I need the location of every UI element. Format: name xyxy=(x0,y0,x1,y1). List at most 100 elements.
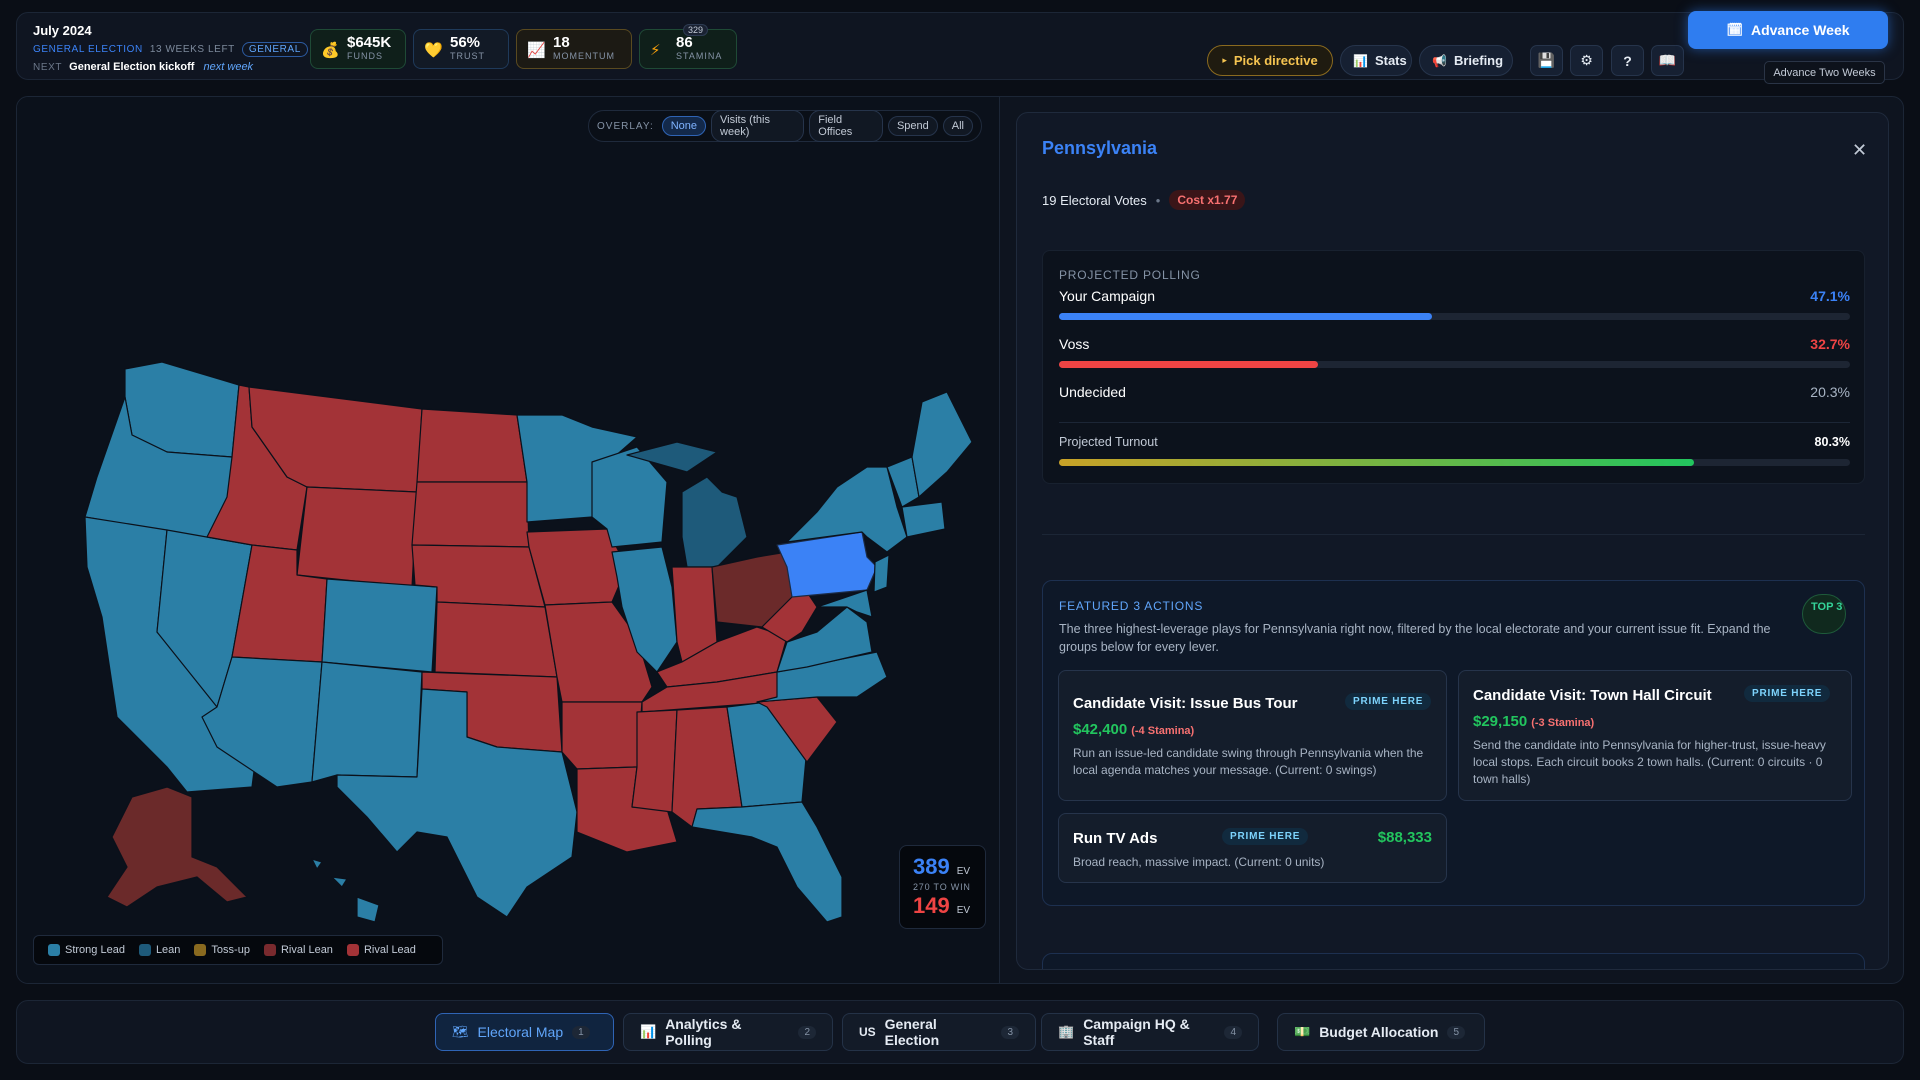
lightning-icon: ⚡ xyxy=(650,42,661,59)
save-button[interactable]: 💾 xyxy=(1530,45,1563,76)
turnout-bar xyxy=(1059,459,1850,466)
featured-title: FEATURED 3 ACTIONS xyxy=(1059,599,1204,613)
briefing-label: Briefing xyxy=(1453,53,1504,68)
top-3-badge: TOP 3 xyxy=(1802,594,1846,634)
momentum-stat: 📈 18 MOMENTUM xyxy=(516,29,632,69)
tab-electoral-map[interactable]: 🗺 Electoral Map 1 xyxy=(435,1013,614,1051)
stamina-stat: ⚡ 329 86 STAMINA xyxy=(639,24,737,69)
state-nj[interactable] xyxy=(873,554,890,593)
overlay-field-offices[interactable]: Field Offices xyxy=(809,110,883,142)
us-electoral-map xyxy=(84,361,973,923)
overlay-visits[interactable]: Visits (this week) xyxy=(711,110,805,142)
main-panel: OVERLAY: None Visits (this week) Field O… xyxy=(16,96,1904,984)
advance-week-button[interactable]: 🗓 Advance Week xyxy=(1688,11,1888,49)
trust-value: 56% xyxy=(450,34,481,51)
state-pa[interactable] xyxy=(776,531,878,598)
next-label: NEXT xyxy=(33,62,63,73)
advance-two-weeks-button[interactable]: Advance Two Weeks xyxy=(1764,61,1885,84)
pick-directive-label: Pick directive xyxy=(1233,53,1318,68)
state-ma-ct-ri[interactable] xyxy=(901,501,946,538)
poll-bar-your-campaign xyxy=(1059,313,1850,320)
tab-shortcut: 2 xyxy=(798,1025,816,1039)
current-date: July 2024 xyxy=(33,23,92,38)
tab-analytics-polling[interactable]: 📊 Analytics & Polling 2 xyxy=(623,1013,833,1051)
action-description: Run an issue-led candidate swing through… xyxy=(1073,746,1424,777)
state-md[interactable] xyxy=(816,589,873,618)
stats-label: Stats xyxy=(1374,53,1407,68)
legend-strong-lead: Strong Lead xyxy=(48,944,125,956)
featured-actions: FEATURED 3 ACTIONS The three highest-lev… xyxy=(1042,580,1865,906)
turnout-divider xyxy=(1059,422,1850,423)
world-map-icon: 🗺 xyxy=(452,1024,469,1039)
trust-stat: 💛 56% TRUST xyxy=(413,29,509,69)
briefing-button[interactable]: 📢 Briefing xyxy=(1419,45,1513,76)
close-icon[interactable]: ✕ xyxy=(1852,140,1868,160)
state-wy[interactable] xyxy=(296,486,418,588)
action-description: Broad reach, massive impact. (Current: 0… xyxy=(1073,855,1325,869)
bottom-nav: 🗺 Electoral Map 1 📊 Analytics & Polling … xyxy=(16,1000,1904,1064)
state-fl[interactable] xyxy=(691,801,843,923)
map-area: OVERLAY: None Visits (this week) Field O… xyxy=(17,97,1000,983)
momentum-label: MOMENTUM xyxy=(553,51,615,61)
megaphone-icon: 📢 xyxy=(1432,53,1447,68)
stamina-badge: 329 xyxy=(683,24,709,36)
dollar-bill-icon: 💵 xyxy=(1294,1024,1311,1039)
overlay-spend[interactable]: Spend xyxy=(887,116,938,136)
state-ks[interactable] xyxy=(434,601,558,678)
momentum-value: 18 xyxy=(553,34,570,51)
state-hi[interactable] xyxy=(311,858,380,923)
legend-rival-lean: Rival Lean xyxy=(263,944,333,956)
pick-directive-button[interactable]: ▸ Pick directive xyxy=(1207,45,1333,76)
tab-budget-allocation[interactable]: 💵 Budget Allocation 5 xyxy=(1277,1013,1485,1051)
featured-description: The three highest-leverage plays for Pen… xyxy=(1059,622,1771,654)
action-card-town-hall[interactable]: Candidate Visit: Town Hall Circuit PRIME… xyxy=(1458,670,1852,801)
to-win-label: 270 TO WIN xyxy=(913,882,971,892)
overlay-all[interactable]: All xyxy=(942,116,973,136)
state-co[interactable] xyxy=(321,578,438,673)
overlay-none[interactable]: None xyxy=(661,116,707,136)
state-name: Pennsylvania xyxy=(1042,138,1158,158)
tab-label: Analytics & Polling xyxy=(665,1016,742,1048)
state-ev-line: 19 Electoral Votes • Cost x1.77 xyxy=(1042,190,1246,210)
play-icon: ▸ xyxy=(1222,55,1227,65)
tab-general-election[interactable]: US General Election 3 xyxy=(842,1013,1036,1051)
stamina-value: 86 xyxy=(676,34,693,51)
tab-label: Campaign HQ & Staff xyxy=(1083,1016,1190,1048)
help-button[interactable]: ? xyxy=(1611,45,1644,76)
state-tx[interactable] xyxy=(336,688,578,918)
state-nm[interactable] xyxy=(311,661,423,783)
stats-button[interactable]: 📊 Stats xyxy=(1340,45,1412,76)
section-divider xyxy=(1042,534,1865,535)
tab-shortcut: 3 xyxy=(1001,1025,1019,1039)
ev-rival: 149 xyxy=(913,893,950,918)
state-nc[interactable] xyxy=(756,651,888,703)
tab-shortcut: 4 xyxy=(1224,1025,1242,1039)
funds-label: FUNDS xyxy=(347,51,383,61)
electoral-count-box: 389 EV 270 TO WIN 149 EV xyxy=(899,845,986,929)
state-mi[interactable] xyxy=(626,441,748,568)
calendar-check-icon: 🗓 xyxy=(1726,22,1743,37)
action-name: Candidate Visit: Issue Bus Tour xyxy=(1073,695,1298,712)
state-ar[interactable] xyxy=(561,701,643,770)
state-mo[interactable] xyxy=(544,601,653,703)
state-ak[interactable] xyxy=(106,786,248,908)
state-nd[interactable] xyxy=(416,408,528,483)
action-card-tv-ads[interactable]: Run TV Ads PRIME HERE $88,333 Broad reac… xyxy=(1058,813,1447,883)
state-va[interactable] xyxy=(776,606,873,673)
action-card-bus-tour[interactable]: Candidate Visit: Issue Bus Tour PRIME HE… xyxy=(1058,670,1447,801)
state-sd[interactable] xyxy=(411,481,530,548)
state-me[interactable] xyxy=(911,391,973,498)
cost-badge: Cost x1.77 xyxy=(1169,190,1246,210)
settings-button[interactable]: ⚙ xyxy=(1570,45,1603,76)
gear-icon: ⚙ xyxy=(1580,52,1593,68)
state-ny[interactable] xyxy=(786,466,908,553)
prime-badge: PRIME HERE xyxy=(1222,828,1309,845)
guide-button[interactable]: 📖 xyxy=(1651,45,1684,76)
question-icon: ? xyxy=(1623,52,1632,69)
tab-label: Electoral Map xyxy=(477,1024,564,1040)
funds-value: $645K xyxy=(347,34,392,51)
us-flag-icon: US xyxy=(859,1025,876,1039)
legend-toss-up: Toss-up xyxy=(194,944,250,956)
tab-campaign-hq[interactable]: 🏢 Campaign HQ & Staff 4 xyxy=(1041,1013,1259,1051)
state-ms[interactable] xyxy=(631,709,678,813)
